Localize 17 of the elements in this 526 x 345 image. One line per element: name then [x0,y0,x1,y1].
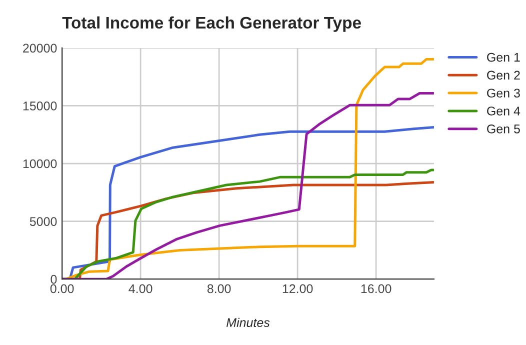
y-tick-label: 20000 [23,44,57,53]
x-tick-label: 8.00 [207,284,231,294]
legend-label: Gen 4 [487,106,520,116]
x-axis-title: Minutes [226,318,270,328]
chart-title: Total Income for Each Generator Type [62,16,361,32]
legend-label: Gen 1 [487,52,520,62]
x-tick-label: 4.00 [128,284,152,294]
x-tick-label: 16.00 [361,284,392,294]
y-tick-label: 10000 [23,159,57,168]
legend-label: Gen 5 [487,124,520,134]
x-tick-label: 12.00 [282,284,313,294]
y-tick-label: 15000 [23,102,57,110]
legend-label: Gen 2 [487,70,520,80]
y-tick-label: 5000 [30,217,57,226]
y-tick-label: 0 [50,274,57,284]
legend-label: Gen 3 [487,88,520,98]
x-tick-label: 0.00 [50,284,74,294]
